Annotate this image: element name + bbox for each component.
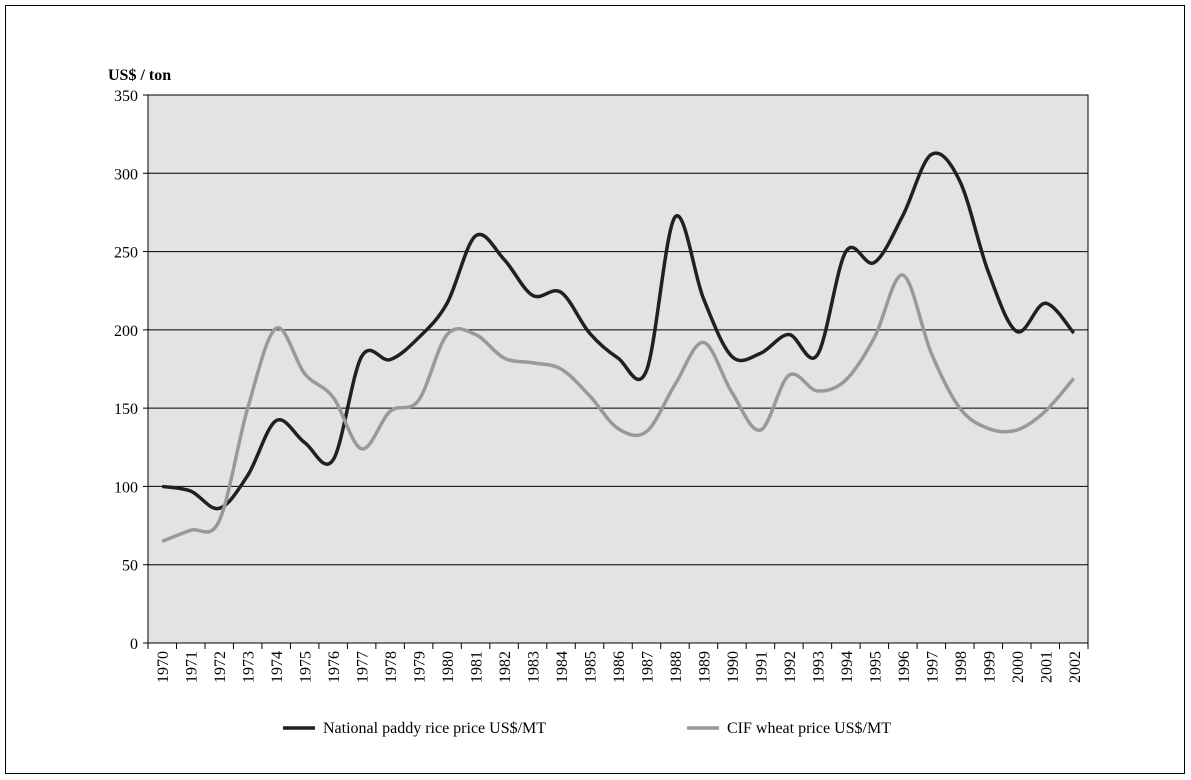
x-tick-label: 1982 [497, 651, 514, 683]
y-tick-label: 200 [114, 323, 138, 340]
x-tick-label: 2000 [1010, 651, 1027, 683]
legend-label: National paddy rice price US$/MT [323, 720, 546, 737]
x-tick-label: 1981 [469, 651, 486, 683]
legend-label: CIF wheat price US$/MT [727, 720, 891, 737]
x-tick-label: 1970 [155, 651, 172, 683]
y-axis-title: US$ / ton [108, 67, 171, 84]
x-tick-label: 2001 [1038, 651, 1055, 683]
x-tick-label: 1985 [583, 651, 600, 683]
x-tick-label: 1972 [212, 651, 229, 683]
x-tick-label: 1990 [725, 651, 742, 683]
x-tick-label: 1983 [526, 651, 543, 683]
x-tick-label: 1997 [924, 651, 941, 683]
x-tick-label: 1974 [269, 651, 286, 683]
x-tick-label: 1988 [668, 651, 685, 683]
x-tick-label: 1979 [412, 651, 429, 683]
y-tick-label: 50 [122, 558, 138, 575]
y-tick-label: 250 [114, 245, 138, 262]
x-tick-label: 1980 [440, 651, 457, 683]
x-tick-label: 1975 [298, 651, 315, 683]
x-tick-label: 2002 [1067, 651, 1084, 683]
x-tick-label: 1977 [355, 651, 372, 683]
y-tick-label: 0 [130, 636, 138, 653]
x-tick-label: 1973 [241, 651, 258, 683]
y-tick-label: 300 [114, 166, 138, 183]
series-line [161, 151, 1076, 511]
x-tick-label: 1992 [782, 651, 799, 683]
plot-area [147, 94, 1089, 644]
x-tick-label: 1984 [554, 651, 571, 683]
x-tick-label: 1999 [981, 651, 998, 683]
y-tick-label: 100 [114, 479, 138, 496]
x-tick-label: 1989 [696, 651, 713, 683]
x-tick-label: 1986 [611, 651, 628, 683]
x-tick-label: 1996 [896, 651, 913, 683]
series-line [161, 273, 1076, 543]
y-tick-label: 150 [114, 401, 138, 418]
x-tick-label: 1976 [326, 651, 343, 683]
x-tick-label: 1971 [184, 651, 201, 683]
y-tick-label: 350 [114, 88, 138, 105]
x-tick-label: 1978 [383, 651, 400, 683]
x-tick-label: 1991 [753, 651, 770, 683]
x-tick-label: 1994 [839, 651, 856, 683]
x-tick-label: 1998 [953, 651, 970, 683]
x-tick-label: 1987 [639, 651, 656, 683]
x-tick-label: 1993 [810, 651, 827, 683]
x-tick-label: 1995 [867, 651, 884, 683]
